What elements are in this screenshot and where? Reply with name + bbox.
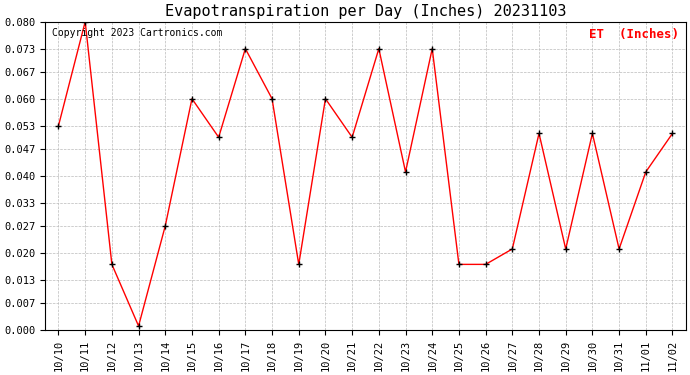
- Text: ET  (Inches): ET (Inches): [589, 28, 680, 41]
- Text: Copyright 2023 Cartronics.com: Copyright 2023 Cartronics.com: [52, 28, 222, 38]
- Title: Evapotranspiration per Day (Inches) 20231103: Evapotranspiration per Day (Inches) 2023…: [165, 4, 566, 19]
